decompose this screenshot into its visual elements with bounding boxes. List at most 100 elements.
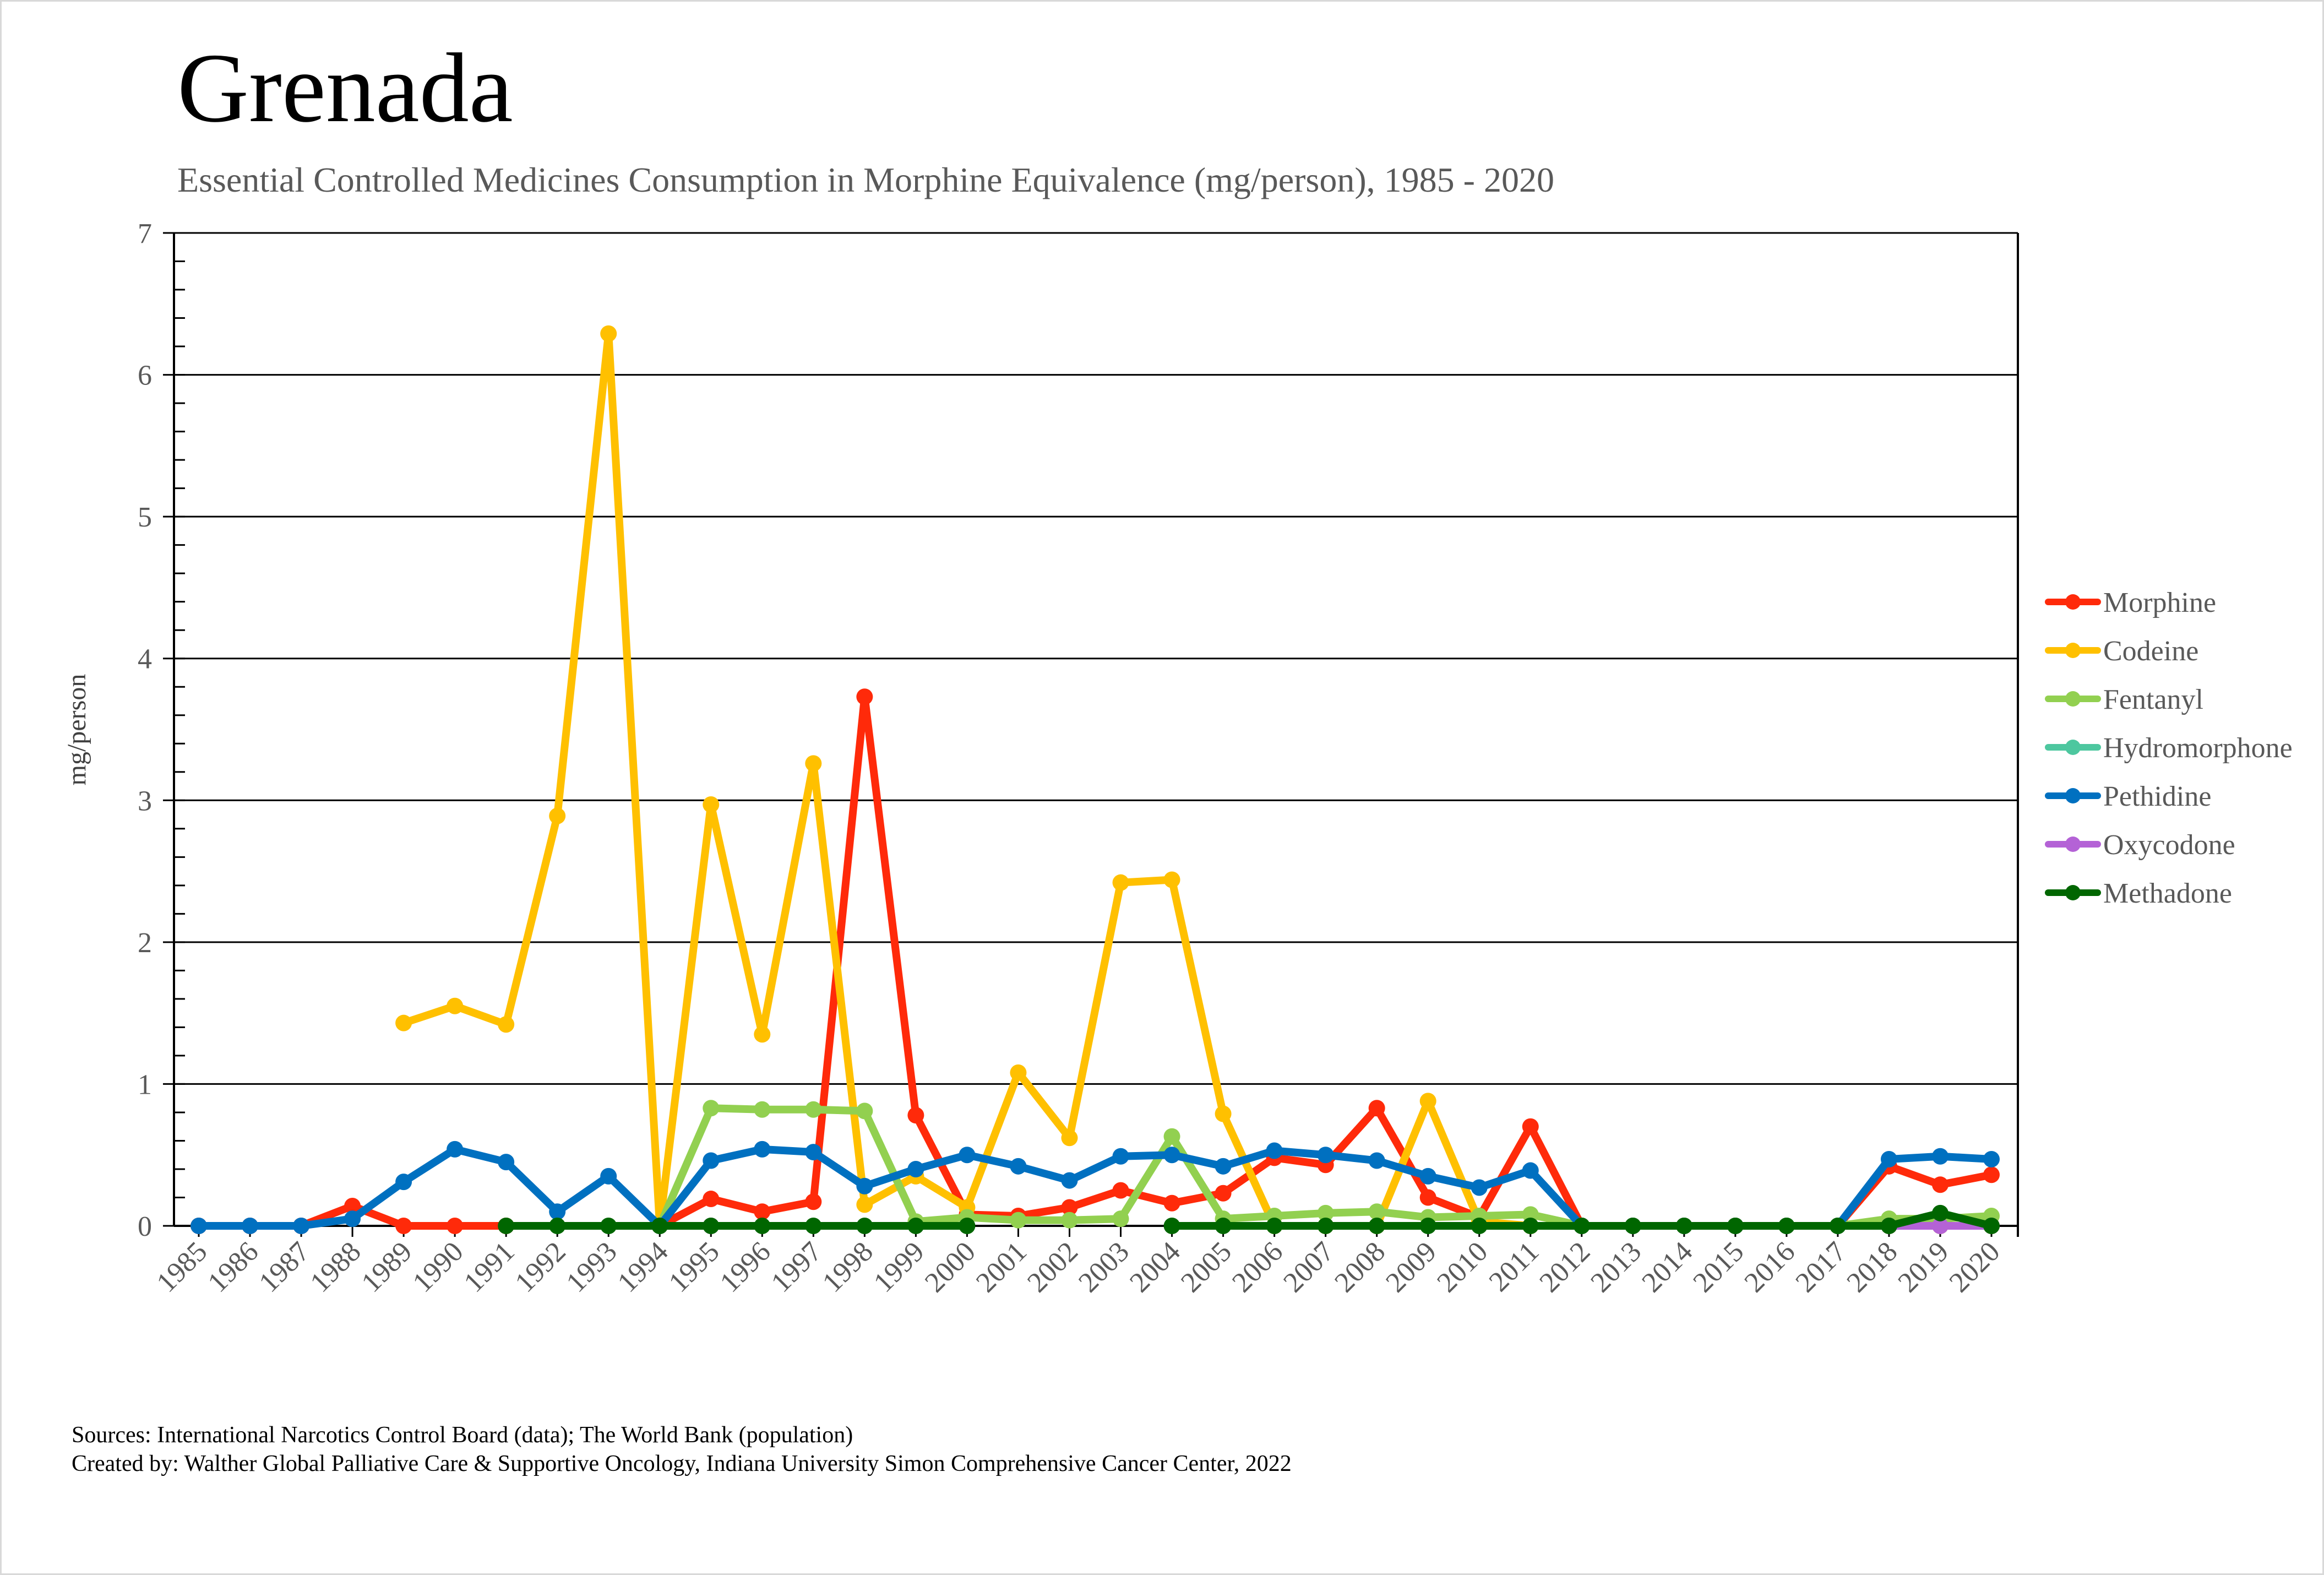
legend-label: Morphine [2103,587,2216,618]
pethidine-point-1999 [907,1160,924,1177]
codeine-point-2003 [1112,874,1129,891]
codeine-point-1996 [754,1026,771,1043]
series-lines [191,325,2000,1234]
legend-label: Pethidine [2103,781,2211,812]
x-tick-label: 2006 [1226,1236,1289,1299]
methadone-point-1991 [498,1218,515,1234]
codeine-point-2004 [1163,871,1180,888]
methadone-point-2005 [1215,1218,1232,1234]
pethidine-point-2005 [1215,1158,1232,1175]
codeine-point-1995 [703,796,720,813]
methadone-point-2010 [1471,1218,1488,1234]
pethidine-point-1993 [600,1167,617,1185]
legend: Morphine Codeine Fentanyl Hydromorphone Peth… [2045,587,2293,909]
methadone-point-1999 [907,1218,924,1234]
pethidine-point-1998 [856,1177,873,1194]
methadone-point-2020 [1983,1218,2000,1234]
fentanyl-point-1995 [703,1100,720,1117]
pethidine-point-1996 [754,1140,771,1158]
pethidine-point-2019 [1931,1148,1949,1165]
x-tick-label: 2001 [970,1236,1033,1299]
codeine-point-1991 [498,1016,515,1033]
morphine-point-2020 [1983,1166,2000,1183]
methadone-point-2019 [1931,1204,1949,1221]
x-tick-label: 2005 [1175,1236,1238,1299]
morphine-point-2011 [1522,1118,1539,1135]
fentanyl-point-2002 [1061,1212,1078,1229]
y-tick-label: 3 [138,785,152,817]
morphine-point-2002 [1061,1199,1078,1216]
pethidine-point-2008 [1368,1152,1385,1169]
fentanyl-point-2008 [1368,1203,1385,1220]
y-tick-label: 0 [138,1211,152,1242]
x-tick-label: 1985 [151,1236,214,1299]
legend-label: Oxycodone [2103,829,2235,861]
legend-label: Hydromorphone [2103,732,2293,764]
x-tick-label: 2017 [1790,1236,1853,1299]
morphine-point-1990 [447,1218,464,1234]
fentanyl-point-1998 [856,1102,873,1120]
methadone-point-2004 [1163,1218,1180,1234]
codeine-point-1998 [856,1196,873,1213]
legend-swatch-marker [2065,643,2081,658]
codeine-point-2009 [1419,1093,1436,1110]
x-tick-label: 2020 [1944,1236,2006,1299]
fentanyl-point-2003 [1112,1210,1129,1228]
methadone-point-2006 [1266,1218,1283,1234]
legend-swatch-marker [2065,837,2081,852]
pethidine-point-2020 [1983,1150,2000,1167]
methadone-point-2016 [1778,1218,1795,1234]
legend-label: Fentanyl [2103,684,2203,715]
fentanyl-point-2004 [1163,1128,1180,1145]
pethidine-point-2001 [1010,1158,1027,1175]
y-axis-label: mg/person [62,674,91,786]
legend-item-hydromorphone: Hydromorphone [2045,732,2293,764]
morphine-point-1996 [754,1203,771,1220]
pethidine-point-1997 [805,1144,822,1161]
x-tick-label: 2008 [1329,1236,1391,1299]
methadone-point-2014 [1675,1218,1692,1234]
methadone-point-2007 [1317,1218,1334,1234]
x-tick-label: 1989 [356,1236,418,1299]
methadone-point-2008 [1368,1218,1385,1234]
pethidine-point-2018 [1880,1150,1897,1167]
legend-item-morphine: Morphine [2045,587,2216,618]
fentanyl-point-2007 [1317,1204,1334,1221]
morphine-point-2004 [1163,1194,1180,1212]
pethidine-point-2006 [1266,1142,1283,1159]
x-tick-label: 2016 [1739,1236,1801,1299]
x-tick-label: 1996 [714,1236,777,1299]
y-tick-label: 6 [138,360,152,392]
pethidine-point-1990 [447,1140,464,1158]
y-tick-label: 5 [138,502,152,533]
legend-label: Codeine [2103,636,2198,667]
pethidine-point-2000 [959,1147,976,1164]
series-codeine [395,325,2000,1234]
x-tick-label: 2009 [1380,1236,1443,1299]
fentanyl-point-2011 [1522,1206,1539,1223]
codeine-line [402,329,1991,1230]
x-tick-label: 1992 [509,1236,572,1299]
x-tick-label: 2003 [1073,1236,1135,1299]
morphine-point-2008 [1368,1100,1385,1117]
methadone-point-2013 [1624,1218,1641,1234]
pethidine-point-2007 [1317,1147,1334,1164]
x-tick-label: 2010 [1431,1236,1494,1299]
legend-item-fentanyl: Fentanyl [2045,684,2203,715]
legend-swatch-marker [2065,740,2081,755]
x-tick-label: 2004 [1124,1236,1187,1299]
methadone-point-2015 [1727,1218,1744,1234]
codeine-point-1997 [805,755,822,772]
legend-item-codeine: Codeine [2045,636,2198,667]
legend-swatch-marker [2065,691,2081,707]
methadone-point-2011 [1522,1218,1539,1234]
oxycodone-point-2019 [1931,1218,1949,1234]
x-tick-label: 1993 [560,1236,623,1299]
x-tick-label: 2015 [1687,1236,1750,1299]
codeine-point-2001 [1010,1064,1027,1081]
morphine-point-1995 [703,1191,720,1208]
series-methadone [498,1204,2000,1234]
y-axis-ticks: 0 1 2 3 4 5 6 7 [138,218,185,1242]
